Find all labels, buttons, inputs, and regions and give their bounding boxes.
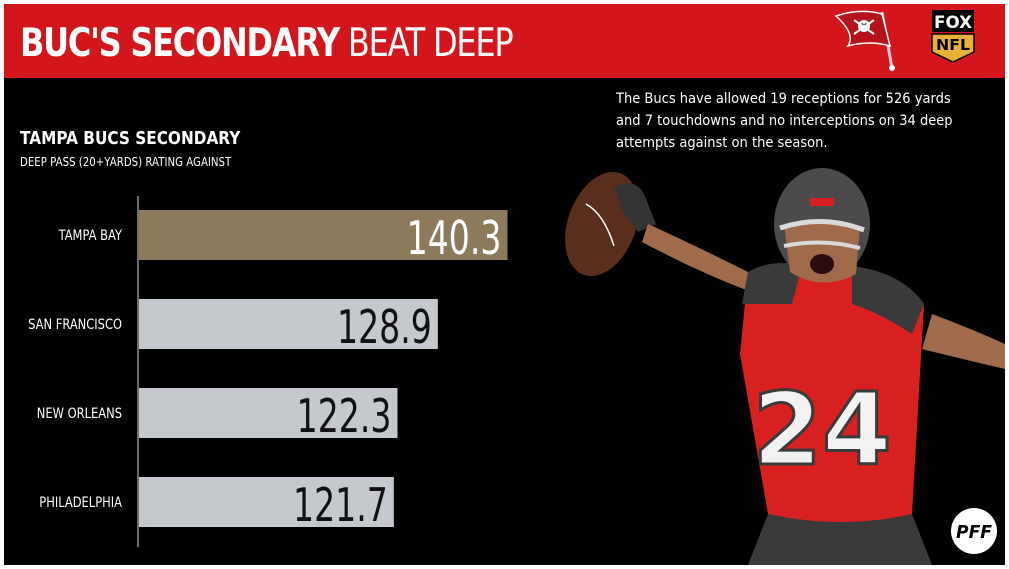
fox-logo-line2: NFL (936, 36, 970, 54)
infographic-frame: BUC'S SECONDARY BEAT DEEP FOX NFL TAMPA … (4, 4, 1005, 565)
chart-bars: TAMPA BAY 140.3 SAN FRANCISCO 128.9 NEW ORLE… (28, 210, 508, 533)
bar-philadelphia (139, 477, 394, 527)
value-label: 128.9 (337, 302, 432, 355)
fox-nfl-logo: FOX NFL (931, 10, 975, 63)
chart-title: TAMPA BUCS SECONDARY (20, 128, 241, 149)
bar-tampa-bay (139, 210, 508, 260)
svg-text:24: 24 (752, 371, 891, 488)
pff-logo: PFF (951, 508, 997, 554)
bar-new-orleans (139, 388, 398, 438)
bar-chart: TAMPA BAY 140.3 SAN FRANCISCO 128.9 NEW ORLE… (28, 196, 508, 547)
category-label: NEW ORLEANS (37, 406, 122, 422)
chart-subtitle: DEEP PASS (20+YARDS) RATING AGAINST (20, 155, 232, 169)
fox-logo-line1: FOX (934, 13, 972, 33)
bar-san-francisco (139, 299, 438, 349)
title-bold: BUC'S SECONDARY (20, 21, 340, 66)
buccaneers-flag-icon (834, 10, 895, 71)
category-label: TAMPA BAY (58, 228, 122, 244)
value-label: 121.7 (293, 480, 388, 533)
stat-note: The Bucs have allowed 19 receptions for … (616, 91, 953, 151)
header-bar: BUC'S SECONDARY BEAT DEEP FOX NFL (4, 4, 1005, 78)
page-title: BUC'S SECONDARY BEAT DEEP (20, 21, 514, 66)
category-label: SAN FRANCISCO (28, 317, 122, 333)
pff-logo-text: PFF (956, 522, 993, 543)
category-label: PHILADELPHIA (39, 495, 122, 511)
value-label: 122.3 (297, 391, 392, 444)
value-label: 140.3 (407, 213, 502, 266)
player-illustration: 24 (565, 168, 1005, 565)
title-light: BEAT DEEP (347, 21, 514, 66)
